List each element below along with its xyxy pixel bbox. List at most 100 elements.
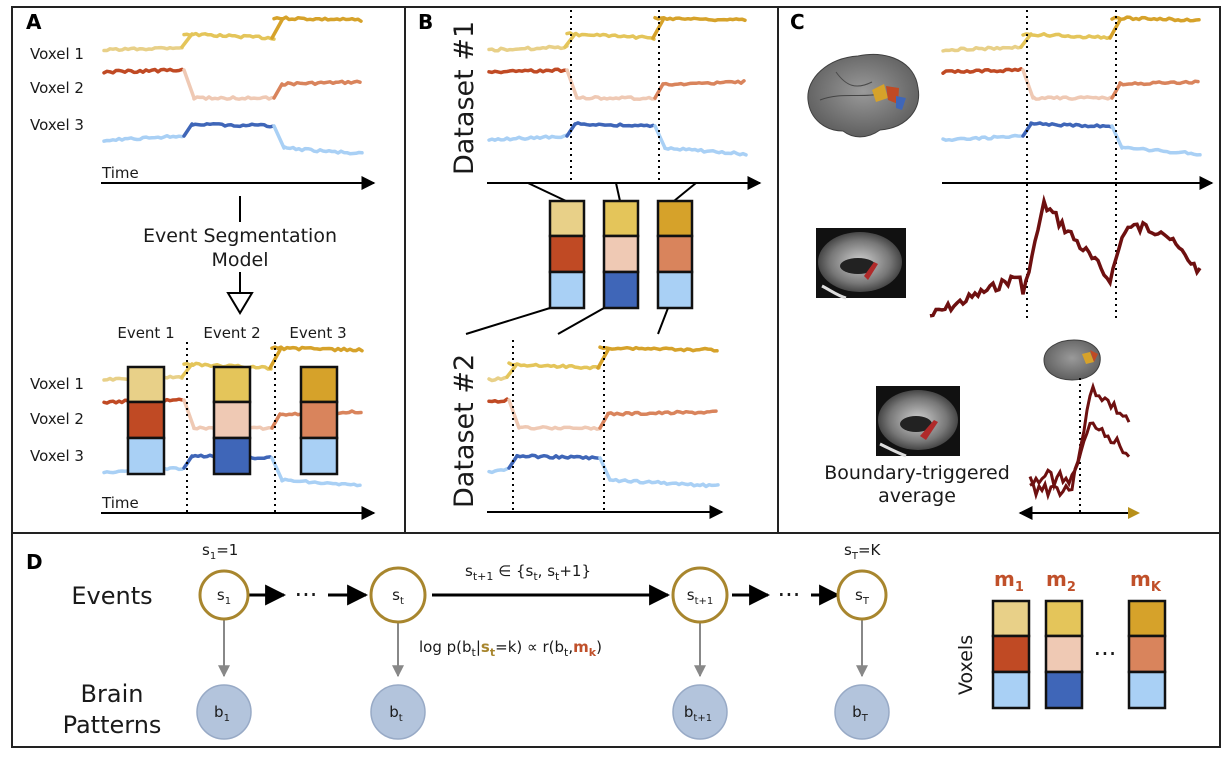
- event-pattern-m1: [991, 599, 1031, 710]
- panel-a-letter: A: [26, 10, 42, 34]
- voxel-2-transition-2: [653, 82, 665, 100]
- brain-node-bt: bt: [370, 684, 426, 740]
- voxel-3-transition-2: [272, 124, 286, 150]
- dataset-2-label: Dataset #2: [449, 354, 480, 508]
- panel-d-letter: D: [26, 550, 43, 574]
- brain-small-image: [1043, 339, 1101, 381]
- voxel-1-trace-event-1: [102, 45, 184, 53]
- svg-text:sT: sT: [855, 586, 870, 607]
- voxel-2-trace-event-1: [487, 67, 569, 75]
- brain-node-bT: bT: [834, 684, 890, 740]
- boundary-average-curve-2: [1028, 421, 1131, 492]
- state-node-st: st: [369, 566, 427, 624]
- voxel-2-trace-event-1: [102, 67, 184, 75]
- svg-text:s1: s1: [217, 586, 231, 607]
- voxel-1-trace-event-3: [653, 15, 747, 23]
- panel-frames: [11, 6, 1221, 748]
- panel-d: D Events Brain Patterns s1=1 sT=K st+1 ∈…: [26, 541, 1167, 740]
- mri-sagittal-image-1: [816, 228, 906, 300]
- event-1-label: Event 1: [117, 324, 174, 342]
- voxel-2-transition-1: [182, 68, 196, 100]
- event-pattern-m2: [1044, 599, 1084, 710]
- voxel-1-trace-event-2: [507, 361, 601, 371]
- event-3-label: Event 3: [289, 324, 346, 342]
- panel-a-voxel-traces: [102, 15, 364, 156]
- brain-row-label-line1: Brain: [81, 680, 144, 708]
- voxel-1-transition-2: [270, 18, 284, 40]
- svg-text:bT: bT: [852, 703, 869, 724]
- dataset-1-traces: [487, 15, 748, 157]
- voxel-3-label-top: Voxel 3: [30, 116, 84, 134]
- brain-node-b1: b1: [196, 684, 252, 740]
- voxel-1-transition-1: [180, 32, 194, 49]
- state-node-s1: s1: [198, 569, 250, 621]
- region-voxel-traces: [941, 15, 1202, 157]
- dataset-1-connectors: [527, 182, 697, 202]
- boundary-average-label-line2: average: [878, 485, 956, 507]
- voxel-2-label-top: Voxel 2: [30, 79, 84, 97]
- voxel-3-trace-event-3: [282, 145, 364, 156]
- panel-c-letter: C: [790, 10, 805, 34]
- panel-b-letter: B: [418, 10, 433, 34]
- svg-text:st: st: [392, 586, 404, 607]
- voxel-2-transition-1: [182, 398, 196, 430]
- svg-text:st+1: st+1: [687, 586, 714, 607]
- voxel-2-trace-event-3: [1118, 79, 1200, 87]
- brain-node-bt1: bt+1: [672, 684, 728, 740]
- dataset-2-traces: [487, 345, 720, 489]
- voxel-1-trace-event-3: [270, 345, 364, 353]
- voxel-1-trace-event-3: [1110, 15, 1201, 23]
- voxel-2-trace-event-3: [280, 79, 362, 87]
- panel-a: A Voxel 1 Voxel 2 Voxel 3 Time Event Seg…: [26, 10, 376, 520]
- state-node-sT: sT: [836, 569, 888, 621]
- model-label-line1: Event Segmentation: [143, 225, 337, 247]
- hippocampus-response-curve: [929, 194, 1202, 318]
- time-label-top: Time: [101, 164, 139, 182]
- voxel-2-trace-event-2: [192, 95, 274, 101]
- voxel-3-trace-event-2: [573, 121, 655, 129]
- voxel-2-trace-event-1: [941, 67, 1023, 75]
- sT-final-label: sT=K: [844, 541, 882, 562]
- voxel-1-transition-1: [180, 362, 194, 379]
- voxel-3-trace-event-3: [280, 477, 362, 488]
- event-2-label: Event 2: [203, 324, 260, 342]
- voxel-1-trace-event-2: [565, 31, 656, 41]
- svg-text:bt: bt: [389, 703, 403, 724]
- svg-text:bt+1: bt+1: [684, 703, 712, 724]
- mK-label: mK: [1130, 567, 1162, 595]
- brain-lateral-image: [807, 54, 920, 138]
- voxel-1-label-top: Voxel 1: [30, 45, 84, 63]
- brain-row-label-line2: Patterns: [63, 711, 162, 739]
- voxel-1-trace-event-1: [941, 44, 1023, 53]
- dataset-2-connectors: [465, 307, 669, 335]
- svg-text:b1: b1: [214, 703, 230, 724]
- model-arrow-head: [226, 292, 254, 315]
- panel-b: B Dataset #1 Dataset #2: [418, 10, 762, 519]
- voxel-1-trace-event-1: [487, 375, 509, 383]
- voxel-2-label-bottom: Voxel 2: [30, 410, 84, 428]
- voxel-3-trace-event-1: [102, 133, 184, 143]
- chain-ellipsis-1: ···: [295, 581, 318, 609]
- voxel-3-trace-event-3: [608, 477, 720, 489]
- voxel-2-trace-event-1: [487, 397, 509, 404]
- m2-label: m2: [1046, 567, 1076, 595]
- event-1-pattern: [126, 365, 166, 476]
- voxel-3-transition-1: [182, 122, 194, 138]
- voxel-2-trace-event-3: [661, 79, 746, 87]
- dataset-1-label: Dataset #1: [449, 21, 480, 175]
- s1-init-label: s1=1: [202, 541, 238, 562]
- voxel-2-trace-event-2: [1031, 95, 1113, 101]
- voxels-axis-label: Voxels: [955, 635, 977, 695]
- voxel-2-trace-event-2: [517, 425, 602, 431]
- voxel-1-transition-2: [268, 348, 282, 370]
- event-pattern-mK: [1127, 599, 1167, 710]
- voxel-2-trace-event-2: [575, 95, 657, 101]
- voxel-3-trace-event-1: [941, 133, 1023, 143]
- voxel-1-trace-event-2: [182, 31, 276, 41]
- patterns-ellipsis: ···: [1094, 640, 1117, 668]
- event-2-pattern: [212, 365, 252, 476]
- voxel-3-trace-event-1: [487, 467, 509, 475]
- voxel-2-transition-2: [272, 82, 284, 100]
- voxel-2-trace-event-3: [606, 409, 718, 417]
